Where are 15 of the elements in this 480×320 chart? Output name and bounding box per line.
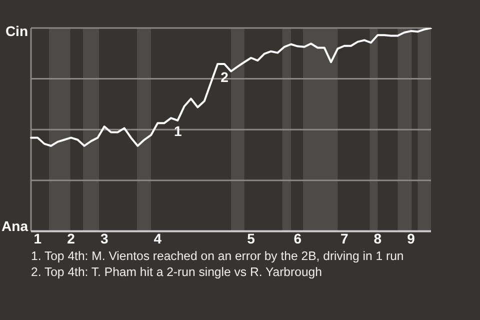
x-tick-label: 3	[100, 230, 108, 246]
x-tick-label: 8	[374, 230, 382, 246]
x-tick-label: 6	[294, 230, 302, 246]
x-tick-label: 9	[407, 230, 416, 246]
text: 2. Top 4th: T. Pham hit a 2-run single vs R. Yarbrough	[31, 264, 323, 280]
x-tick-label: 4	[154, 230, 162, 246]
x-tick-label: 7	[340, 230, 348, 246]
text: 1. Top 4th: M. Vientos reached on an error by the 2B, driving in 1 run	[31, 248, 405, 264]
x-tick-label: 2	[67, 230, 76, 246]
annotation: 1	[174, 122, 182, 139]
text: Cin	[5, 22, 28, 39]
annotation: 2	[220, 68, 229, 85]
text: Ana	[2, 218, 28, 234]
x-tick-label: 5	[247, 230, 256, 246]
x-tick-label: 1	[34, 230, 42, 246]
